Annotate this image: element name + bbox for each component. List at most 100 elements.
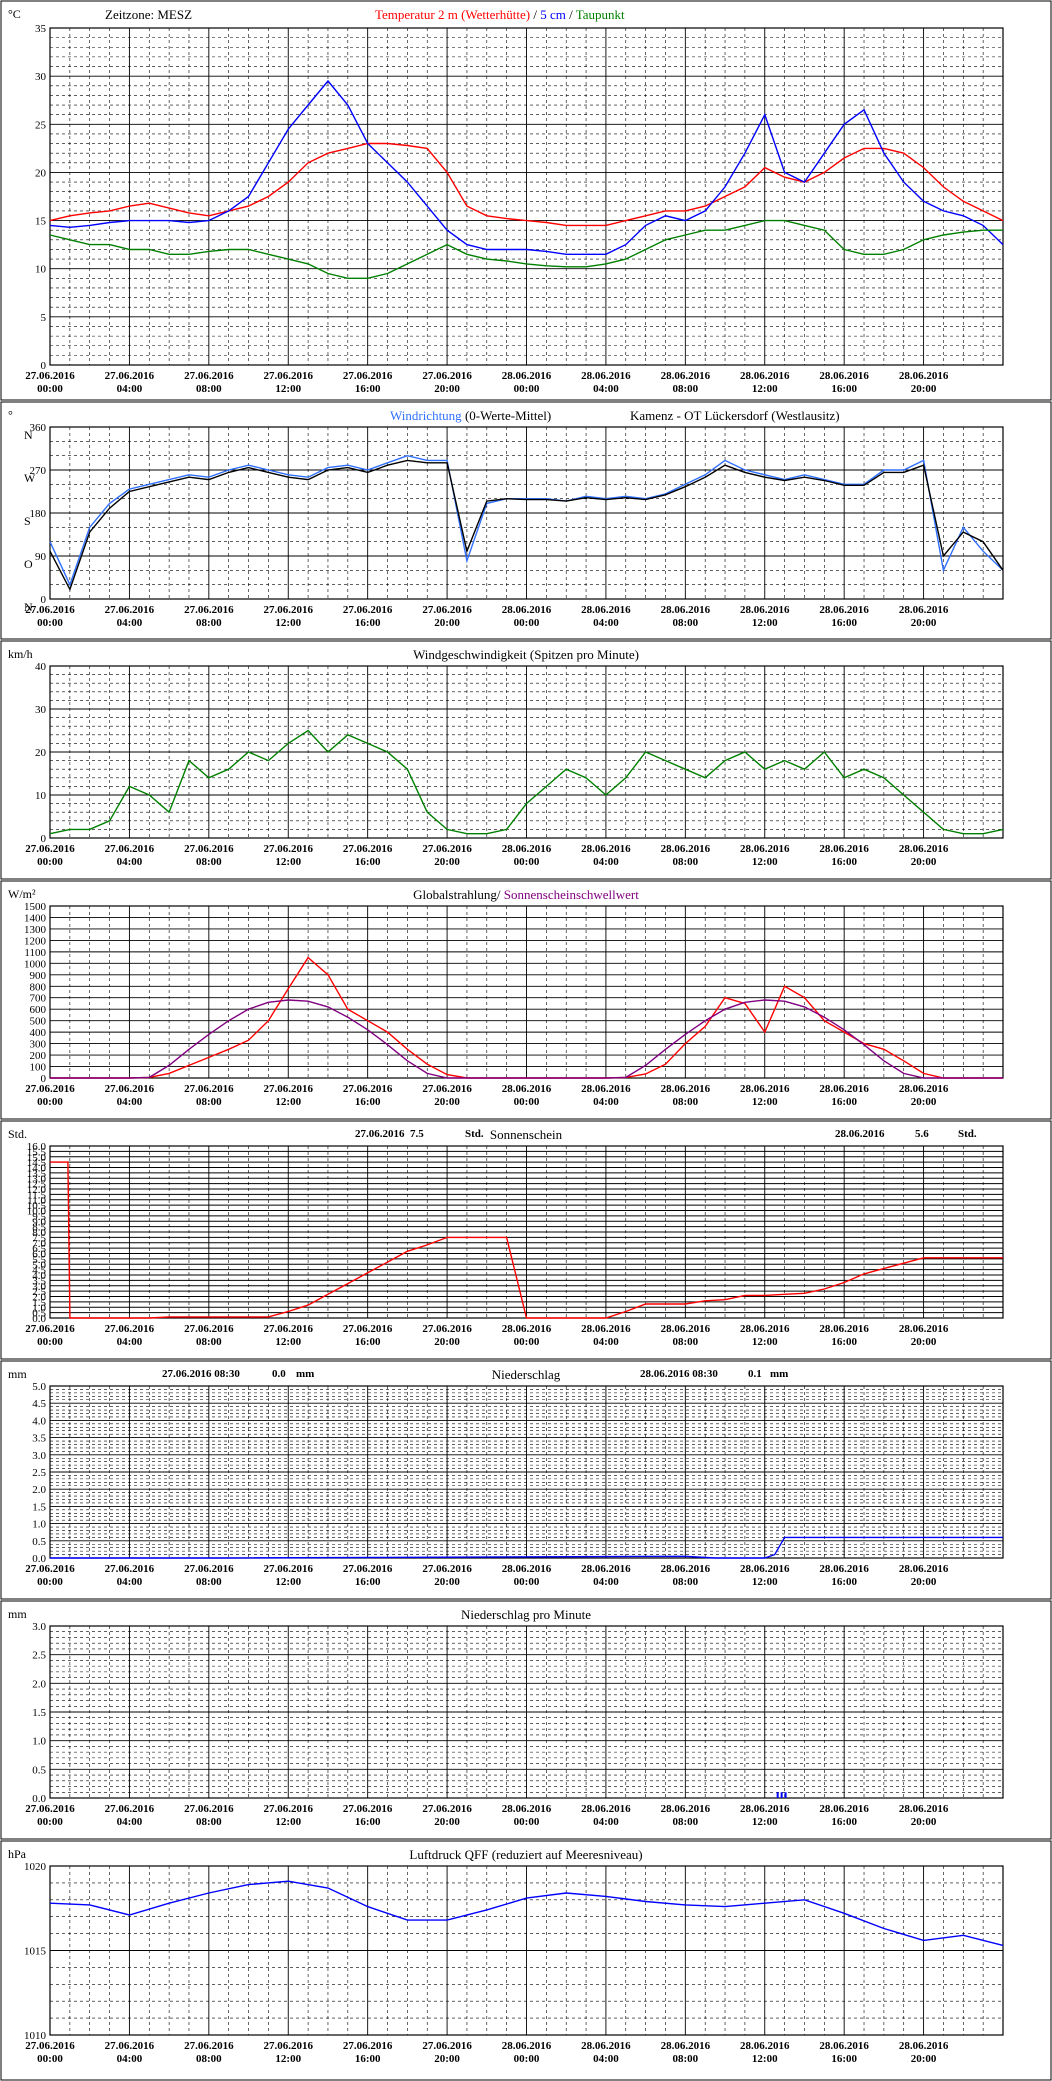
x-tick-date: 27.06.2016 [105,1563,155,1575]
y-tick-label: 15.5 [27,1146,47,1158]
y-tick-label: 7.5 [32,1232,46,1244]
x-tick-time: 00:00 [37,617,63,629]
x-tick-time: 16:00 [355,617,381,629]
title-part: Windrichtung [390,408,462,423]
x-tick-date: 28.06.2016 [502,1083,552,1095]
x-tick-time: 04:00 [593,383,619,395]
y-tick-label: 2.5 [32,1650,46,1662]
y-tick-label: 0.0 [32,1793,46,1805]
y-tick-label: 800 [30,981,47,993]
panel-frame [0,640,1052,880]
x-tick-date: 27.06.2016 [422,1803,472,1815]
x-tick-time: 04:00 [117,1336,143,1348]
title-part: Windgeschwindigkeit (Spitzen pro Minute) [413,647,639,662]
x-tick-time: 04:00 [117,1096,143,1108]
y-tick-label: 20 [35,747,47,759]
chart-title: Niederschlag [492,1367,561,1382]
y-tick-label: 1020 [24,1861,47,1873]
chart-title: Luftdruck QFF (reduziert auf Meeresnivea… [409,1847,642,1862]
y-tick-label: 35 [35,23,47,35]
timezone-label: Zeitzone: MESZ [105,7,192,22]
x-tick-time: 12:00 [752,383,778,395]
y-tick-label: 4.0 [32,1270,46,1282]
bar-mark [784,1792,787,1798]
chart-title: Sonnenschein [490,1127,563,1142]
x-tick-date: 27.06.2016 [264,604,314,616]
title-part: Sonnenschein [490,1127,563,1142]
x-tick-date: 27.06.2016 [422,1323,472,1335]
y-tick-label: 0.0 [32,1553,46,1565]
x-tick-date: 28.06.2016 [819,1563,869,1575]
x-tick-time: 00:00 [514,1576,540,1588]
x-tick-date: 28.06.2016 [899,1563,949,1575]
x-tick-time: 12:00 [275,1576,301,1588]
panel-frame [0,880,1052,1120]
x-tick-time: 12:00 [752,617,778,629]
title-part: 5 cm [540,7,566,22]
x-tick-date: 28.06.2016 [581,1803,631,1815]
y-tick-label: 0 [41,360,47,372]
x-tick-date: 28.06.2016 [661,1083,711,1095]
x-tick-time: 16:00 [355,383,381,395]
annotation-text: 27.06.2016 [355,1128,405,1140]
x-tick-time: 12:00 [275,1336,301,1348]
x-tick-date: 28.06.2016 [899,2040,949,2052]
x-tick-time: 12:00 [752,1576,778,1588]
x-tick-time: 16:00 [831,383,857,395]
x-tick-date: 27.06.2016 [25,2040,75,2052]
x-tick-date: 27.06.2016 [422,604,472,616]
y-tick-label: 1300 [24,924,47,936]
x-tick-date: 27.06.2016 [184,2040,234,2052]
x-tick-date: 28.06.2016 [502,1323,552,1335]
x-tick-date: 28.06.2016 [502,370,552,382]
y-tick-label: 5 [41,312,47,324]
x-tick-date: 28.06.2016 [661,604,711,616]
x-tick-time: 08:00 [196,856,222,868]
x-tick-time: 20:00 [911,856,937,868]
x-tick-date: 27.06.2016 [264,1083,314,1095]
direction-label: N [24,428,33,442]
x-tick-date: 28.06.2016 [502,1803,552,1815]
x-tick-time: 04:00 [593,1096,619,1108]
y-tick-label: 12.0 [27,1184,47,1196]
x-tick-date: 27.06.2016 [184,1563,234,1575]
x-tick-time: 00:00 [514,1096,540,1108]
chart-precipitation: 0.0 0.5 1.0 1.5 2.0 2.5 3.0 3.5 4.0 4.5 5.0 mm Niede… [0,1360,1052,1600]
panel-frame [0,1360,1052,1600]
direction-label: S [24,514,31,528]
x-tick-time: 00:00 [514,383,540,395]
x-tick-date: 27.06.2016 [184,1803,234,1815]
x-tick-date: 28.06.2016 [819,1803,869,1815]
x-tick-date: 28.06.2016 [581,370,631,382]
x-tick-time: 16:00 [355,1576,381,1588]
y-tick-label: 10.5 [27,1200,47,1212]
x-tick-date: 27.06.2016 [264,1323,314,1335]
x-tick-time: 20:00 [911,383,937,395]
x-tick-date: 27.06.2016 [25,1083,75,1095]
x-tick-date: 27.06.2016 [264,1563,314,1575]
y-tick-label: 12.5 [27,1179,47,1191]
y-tick-label: 1.0 [32,1736,46,1748]
title-part: Taupunkt [576,7,625,22]
x-tick-time: 20:00 [911,1096,937,1108]
y-tick-label: 3.5 [32,1433,46,1445]
y-tick-label: 2.0 [32,1292,46,1304]
x-tick-date: 28.06.2016 [819,604,869,616]
x-tick-time: 04:00 [593,1336,619,1348]
x-tick-time: 04:00 [593,617,619,629]
chart-temperature: 0 5 10 15 20 25 30 35 °C Temperatur 2 m (Wetterhü… [0,0,1052,401]
title-part: Luftdruck QFF (reduziert auf Meeresnivea… [409,1847,642,1862]
x-tick-date: 28.06.2016 [899,1083,949,1095]
x-tick-date: 28.06.2016 [819,1083,869,1095]
x-tick-time: 08:00 [672,1816,698,1828]
x-tick-date: 27.06.2016 [422,370,472,382]
x-tick-time: 00:00 [37,1816,63,1828]
x-tick-time: 08:00 [672,383,698,395]
title-part: (0-Werte-Mittel) [462,408,552,423]
x-tick-time: 04:00 [117,617,143,629]
y-tick-label: 500 [30,1016,47,1028]
chart-title: Temperatur 2 m (Wetterhütte) / 5 cm / Ta… [375,7,625,22]
x-tick-date: 27.06.2016 [343,1083,393,1095]
x-tick-time: 20:00 [434,1096,460,1108]
